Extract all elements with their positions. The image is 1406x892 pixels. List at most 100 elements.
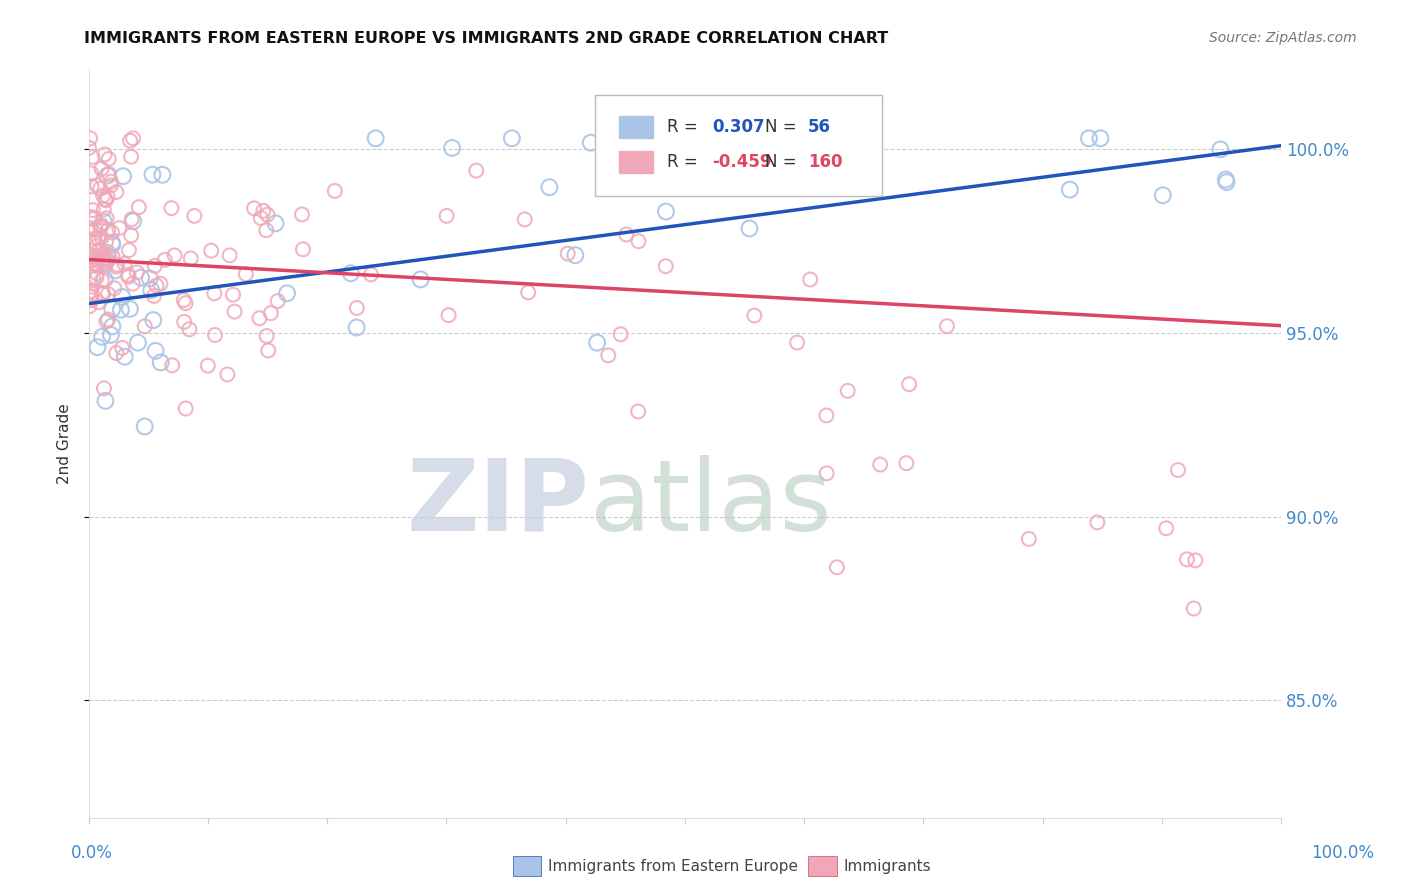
Point bbox=[744, 309, 766, 323]
Point bbox=[120, 228, 142, 243]
Point bbox=[149, 277, 172, 291]
Point bbox=[1059, 183, 1081, 197]
Text: 56: 56 bbox=[807, 118, 831, 136]
Point bbox=[93, 381, 115, 395]
Point bbox=[609, 327, 631, 342]
Point bbox=[437, 308, 460, 322]
Point bbox=[120, 134, 142, 148]
Point bbox=[96, 254, 118, 268]
Point bbox=[83, 211, 105, 226]
Point bbox=[93, 255, 115, 269]
Point bbox=[153, 252, 176, 267]
Point bbox=[1085, 516, 1108, 530]
Point bbox=[93, 214, 115, 228]
Point bbox=[174, 296, 197, 310]
Point bbox=[101, 235, 124, 250]
Point bbox=[179, 322, 201, 336]
Point bbox=[105, 185, 128, 199]
Point bbox=[129, 270, 152, 285]
Point bbox=[87, 295, 110, 310]
Point bbox=[79, 299, 101, 313]
Point bbox=[218, 248, 240, 262]
Point bbox=[118, 243, 141, 257]
Point bbox=[87, 231, 110, 245]
Point bbox=[1077, 131, 1099, 145]
Point bbox=[1209, 143, 1232, 157]
Point bbox=[89, 220, 111, 235]
Point bbox=[627, 234, 650, 248]
Point bbox=[97, 223, 120, 237]
Point bbox=[122, 214, 145, 228]
Point bbox=[276, 286, 298, 301]
Text: Source: ZipAtlas.com: Source: ZipAtlas.com bbox=[1209, 31, 1357, 45]
Point bbox=[139, 271, 162, 285]
Point bbox=[143, 259, 166, 273]
Point bbox=[174, 401, 197, 416]
Point bbox=[501, 131, 523, 145]
Point bbox=[586, 335, 609, 350]
Point bbox=[1152, 188, 1174, 202]
Point bbox=[364, 131, 387, 145]
Point bbox=[799, 272, 821, 286]
Bar bbox=[619, 151, 652, 173]
Point bbox=[91, 330, 114, 344]
Point bbox=[91, 285, 114, 300]
Point bbox=[224, 304, 246, 318]
Point bbox=[89, 182, 111, 196]
Point bbox=[101, 226, 124, 240]
Point bbox=[564, 248, 586, 262]
Point bbox=[111, 290, 134, 304]
Point bbox=[79, 289, 101, 303]
Point bbox=[80, 290, 103, 304]
Point bbox=[77, 141, 100, 155]
Point bbox=[79, 210, 101, 224]
Point bbox=[118, 301, 141, 316]
Text: IMMIGRANTS FROM EASTERN EUROPE VS IMMIGRANTS 2ND GRADE CORRELATION CHART: IMMIGRANTS FROM EASTERN EUROPE VS IMMIGR… bbox=[84, 31, 889, 46]
Point bbox=[112, 169, 135, 184]
Point bbox=[360, 268, 382, 282]
Point bbox=[103, 281, 125, 295]
Text: -0.459: -0.459 bbox=[713, 153, 772, 171]
Point bbox=[173, 293, 195, 307]
Point bbox=[180, 252, 202, 266]
Point bbox=[134, 419, 156, 434]
Point bbox=[86, 259, 108, 273]
Point bbox=[94, 393, 117, 408]
Point bbox=[222, 287, 245, 301]
Point bbox=[82, 150, 104, 164]
Point bbox=[346, 320, 368, 334]
Point bbox=[142, 313, 165, 327]
Point bbox=[202, 286, 225, 301]
Point bbox=[441, 141, 464, 155]
Point bbox=[94, 193, 117, 207]
Point bbox=[465, 163, 488, 178]
Point bbox=[134, 319, 156, 334]
Point bbox=[837, 384, 859, 398]
Point bbox=[141, 168, 163, 182]
Point bbox=[256, 329, 278, 343]
Point bbox=[1018, 532, 1040, 546]
Point bbox=[91, 252, 114, 267]
Point bbox=[517, 285, 540, 300]
Point bbox=[100, 178, 122, 193]
Point bbox=[655, 259, 678, 273]
Text: 0.0%: 0.0% bbox=[70, 844, 112, 862]
Point bbox=[655, 204, 678, 219]
Point bbox=[256, 208, 278, 222]
Point bbox=[80, 286, 103, 301]
Point bbox=[104, 263, 127, 277]
Point bbox=[121, 277, 143, 291]
Point bbox=[292, 243, 315, 257]
Point bbox=[786, 335, 808, 350]
Point bbox=[90, 247, 112, 261]
Point bbox=[142, 289, 165, 303]
Point bbox=[267, 293, 290, 308]
Point bbox=[538, 180, 561, 194]
Point bbox=[579, 136, 602, 150]
Point bbox=[80, 179, 103, 194]
Point bbox=[111, 341, 134, 355]
Point bbox=[97, 312, 120, 326]
Point bbox=[114, 350, 136, 364]
Point bbox=[1182, 601, 1205, 615]
Point bbox=[105, 258, 128, 272]
